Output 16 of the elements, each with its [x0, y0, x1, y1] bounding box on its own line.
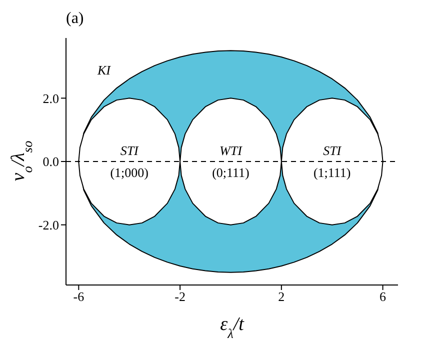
annotation: WTI [220, 143, 243, 158]
x-tick-label: -2 [174, 289, 186, 304]
annotation: (1;000) [110, 165, 148, 180]
chart-title: (a) [66, 10, 84, 28]
x-tick-label: 6 [380, 289, 387, 304]
x-axis-title: ε$_{λ}$/t [220, 314, 245, 340]
annotation: KI [96, 62, 112, 78]
annotation: STI [120, 143, 140, 158]
y-tick-label: 0.0 [42, 154, 59, 170]
annotation: (1;111) [313, 165, 351, 180]
annotation: (0;111) [212, 165, 250, 180]
annotation: STI [323, 143, 342, 158]
x-tick-label: -6 [73, 289, 85, 304]
y-tick-label: 2.0 [42, 90, 59, 106]
y-tick-label: -2.0 [38, 217, 59, 232]
x-tick-label: 2 [278, 289, 285, 304]
